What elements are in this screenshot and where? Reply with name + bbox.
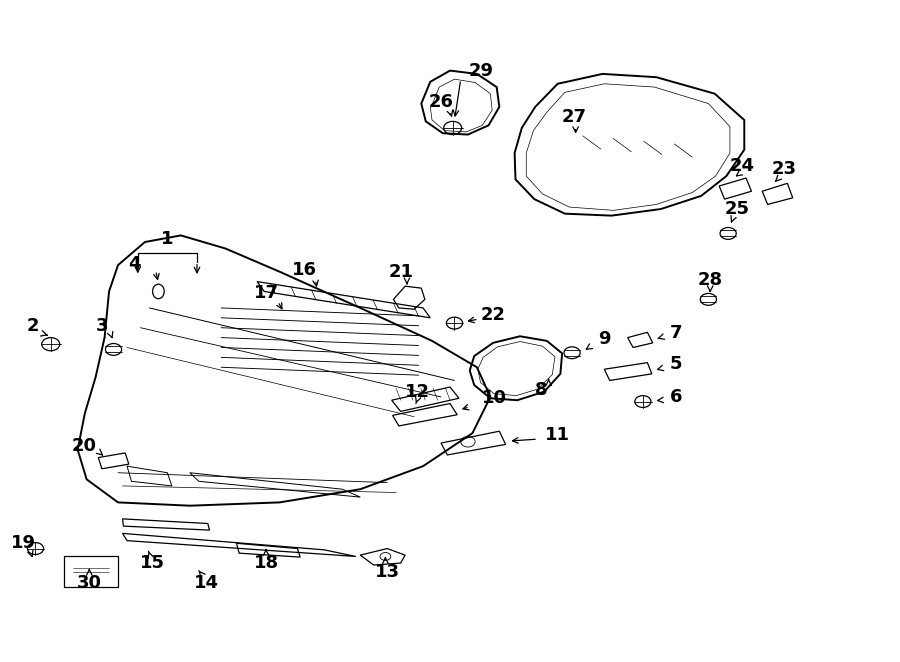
Text: 8: 8 <box>536 381 548 399</box>
Text: 19: 19 <box>12 534 36 552</box>
Text: 26: 26 <box>428 93 454 111</box>
Text: 22: 22 <box>481 306 506 324</box>
Text: 20: 20 <box>71 438 96 455</box>
Text: 4: 4 <box>128 255 140 273</box>
Text: 21: 21 <box>388 263 413 281</box>
Text: 28: 28 <box>698 271 723 289</box>
Text: 7: 7 <box>670 324 682 342</box>
Text: 10: 10 <box>482 389 508 407</box>
Text: 25: 25 <box>724 200 750 218</box>
Text: 3: 3 <box>95 316 108 335</box>
Text: 24: 24 <box>730 157 755 175</box>
Text: 30: 30 <box>76 574 102 592</box>
Text: 9: 9 <box>598 330 610 348</box>
Text: 18: 18 <box>254 554 279 572</box>
Text: 13: 13 <box>374 563 400 581</box>
Text: 14: 14 <box>194 574 219 592</box>
Text: 5: 5 <box>670 355 682 373</box>
Text: 2: 2 <box>26 316 39 335</box>
Text: 23: 23 <box>771 160 796 179</box>
Text: 27: 27 <box>562 108 586 126</box>
Text: 17: 17 <box>254 284 279 302</box>
Text: 15: 15 <box>140 554 165 572</box>
Text: 1: 1 <box>161 230 174 248</box>
Text: 6: 6 <box>670 388 682 406</box>
Text: 12: 12 <box>405 383 430 401</box>
Text: 16: 16 <box>292 261 317 279</box>
Text: 11: 11 <box>545 426 571 444</box>
Text: 29: 29 <box>469 62 494 79</box>
